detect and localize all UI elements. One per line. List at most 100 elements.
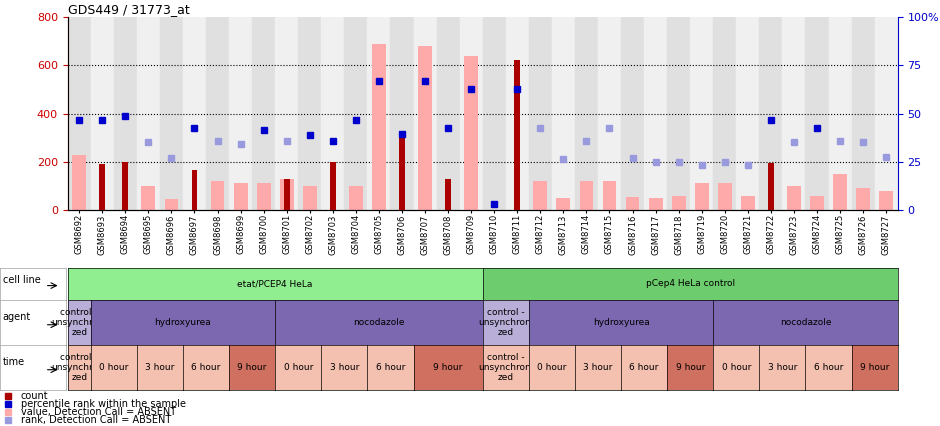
Bar — [321, 17, 344, 210]
Bar — [852, 17, 874, 210]
Bar — [137, 17, 160, 210]
Bar — [690, 17, 713, 210]
Text: 3 hour: 3 hour — [584, 363, 613, 372]
Text: 6 hour: 6 hour — [192, 363, 221, 372]
Text: control -
unsynchroni
zed: control - unsynchroni zed — [52, 308, 107, 337]
Bar — [575, 17, 598, 210]
Bar — [556, 198, 571, 210]
Text: 9 hour: 9 hour — [860, 363, 889, 372]
Bar — [91, 17, 114, 210]
Text: value, Detection Call = ABSENT: value, Detection Call = ABSENT — [21, 407, 176, 417]
Bar — [782, 17, 806, 210]
Bar — [303, 186, 317, 210]
Bar — [160, 17, 183, 210]
Text: 0 hour: 0 hour — [722, 363, 751, 372]
Text: percentile rank within the sample: percentile rank within the sample — [21, 400, 186, 409]
Bar — [552, 17, 575, 210]
Bar — [736, 17, 760, 210]
Bar — [372, 43, 385, 210]
Bar — [464, 56, 478, 210]
Bar — [211, 181, 225, 210]
Bar — [164, 199, 179, 210]
Text: 6 hour: 6 hour — [630, 363, 659, 372]
Bar — [529, 17, 552, 210]
Bar — [695, 184, 709, 210]
Bar — [436, 17, 460, 210]
Bar — [644, 17, 667, 210]
Bar — [760, 17, 782, 210]
Bar — [580, 181, 593, 210]
Bar — [141, 186, 155, 210]
Text: 0 hour: 0 hour — [537, 363, 567, 372]
Bar — [349, 186, 363, 210]
Bar — [122, 162, 128, 210]
Bar — [234, 184, 247, 210]
Bar — [252, 17, 275, 210]
Bar — [626, 197, 639, 210]
Bar — [257, 184, 271, 210]
Bar — [414, 17, 436, 210]
Text: count: count — [21, 391, 48, 401]
Bar — [833, 174, 847, 210]
Bar — [718, 184, 731, 210]
Text: control -
unsynchroni
zed: control - unsynchroni zed — [478, 308, 533, 337]
Bar — [787, 186, 801, 210]
Bar — [810, 196, 824, 210]
Bar — [275, 17, 298, 210]
Text: 9 hour: 9 hour — [433, 363, 462, 372]
Text: hydroxyurea: hydroxyurea — [154, 318, 212, 327]
Bar — [330, 162, 336, 210]
Bar — [874, 17, 898, 210]
Text: 3 hour: 3 hour — [768, 363, 797, 372]
Bar — [100, 164, 105, 210]
Bar — [667, 17, 690, 210]
Bar — [514, 60, 520, 210]
Bar — [806, 17, 828, 210]
Bar — [344, 17, 368, 210]
Text: control -
unsynchroni
zed: control - unsynchroni zed — [52, 353, 107, 383]
Bar — [741, 196, 755, 210]
Bar — [603, 181, 617, 210]
Text: 3 hour: 3 hour — [145, 363, 175, 372]
Text: 0 hour: 0 hour — [284, 363, 313, 372]
Bar — [879, 191, 893, 210]
Bar — [460, 17, 483, 210]
Bar — [298, 17, 321, 210]
Bar — [229, 17, 252, 210]
Bar — [68, 17, 91, 210]
Bar — [390, 17, 414, 210]
Bar — [183, 17, 206, 210]
Bar — [713, 17, 736, 210]
Bar — [649, 198, 663, 210]
Bar — [72, 155, 86, 210]
Text: 6 hour: 6 hour — [376, 363, 405, 372]
Bar — [856, 188, 870, 210]
Bar — [114, 17, 137, 210]
Text: time: time — [3, 357, 24, 367]
Text: etat/PCEP4 HeLa: etat/PCEP4 HeLa — [238, 279, 313, 288]
Text: control -
unsynchroni
zed: control - unsynchroni zed — [478, 353, 533, 383]
Text: 0 hour: 0 hour — [99, 363, 129, 372]
Text: nocodazole: nocodazole — [779, 318, 831, 327]
Text: agent: agent — [3, 312, 31, 322]
Bar — [768, 163, 774, 210]
Bar — [280, 178, 293, 210]
Bar — [506, 17, 529, 210]
Text: 9 hour: 9 hour — [238, 363, 267, 372]
Text: cell line: cell line — [3, 275, 40, 285]
Bar — [621, 17, 644, 210]
Text: pCep4 HeLa control: pCep4 HeLa control — [646, 279, 735, 288]
Text: nocodazole: nocodazole — [353, 318, 405, 327]
Text: GDS449 / 31773_at: GDS449 / 31773_at — [68, 3, 190, 16]
Text: hydroxyurea: hydroxyurea — [592, 318, 650, 327]
Text: 6 hour: 6 hour — [814, 363, 843, 372]
Bar — [284, 178, 290, 210]
Text: rank, Detection Call = ABSENT: rank, Detection Call = ABSENT — [21, 415, 171, 425]
Bar — [533, 181, 547, 210]
Bar — [368, 17, 390, 210]
Bar — [446, 178, 451, 210]
Bar — [598, 17, 621, 210]
Bar — [192, 170, 197, 210]
Bar — [418, 46, 432, 210]
Bar — [828, 17, 852, 210]
